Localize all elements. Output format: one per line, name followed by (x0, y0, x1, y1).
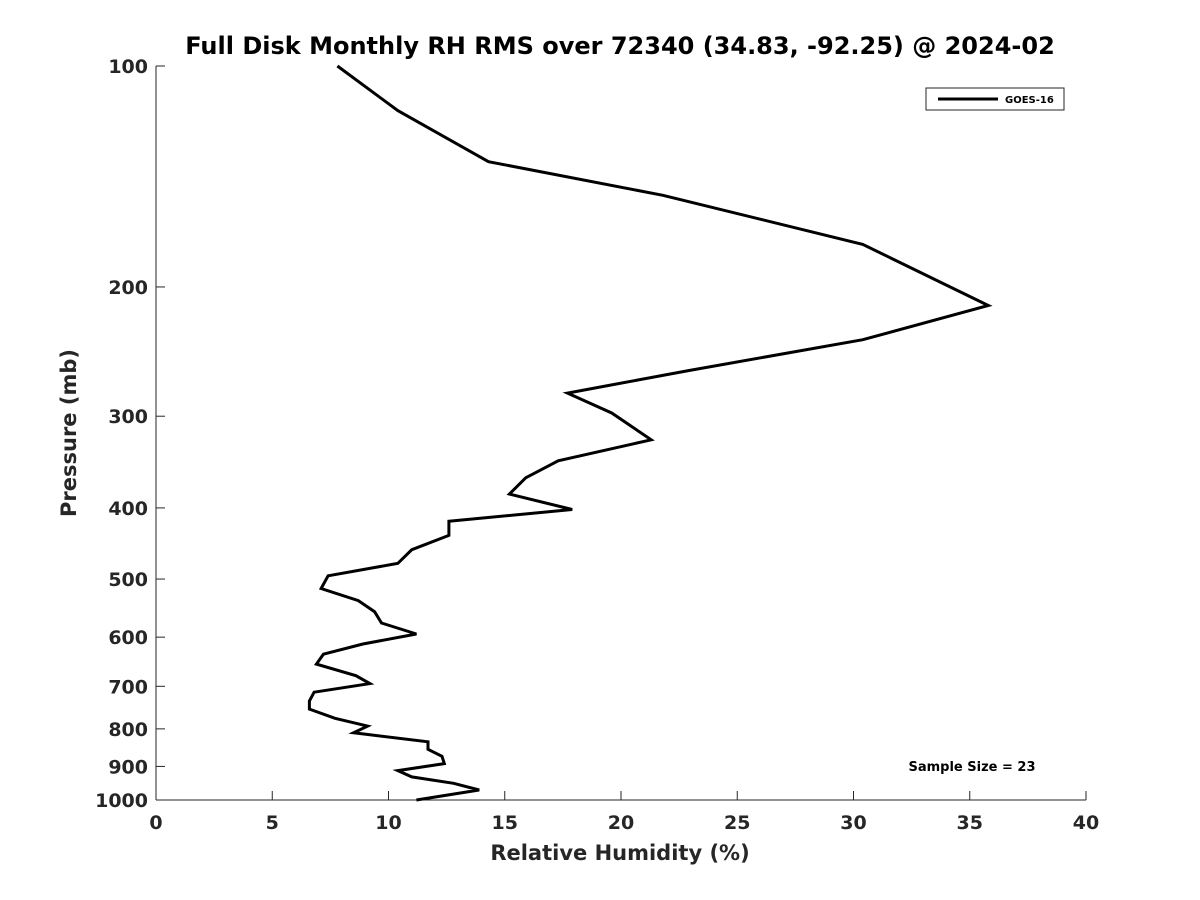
sample-size-annotation: Sample Size = 23 (908, 760, 1035, 775)
x-tick-label: 5 (266, 812, 279, 834)
y-tick-label: 100 (108, 56, 148, 78)
x-tick-label: 30 (840, 812, 866, 834)
y-tick-label: 200 (108, 277, 148, 299)
legend-entry-goes16: GOES-16 (1005, 95, 1054, 106)
x-axis-label: Relative Humidity (%) (490, 841, 749, 865)
y-tick-label: 500 (108, 569, 148, 591)
y-tick-label: 600 (108, 627, 148, 649)
y-axis-label: Pressure (mb) (57, 349, 81, 517)
y-tick-label: 400 (108, 498, 148, 520)
x-tick-label: 20 (608, 812, 634, 834)
chart-title: Full Disk Monthly RH RMS over 72340 (34.… (185, 32, 1055, 60)
y-tick-label: 1000 (95, 790, 148, 812)
x-tick-label: 0 (149, 812, 162, 834)
y-axis-ticks: 100 200 300 400 500 600 700 800 900 1000 (95, 56, 165, 812)
x-tick-label: 40 (1073, 812, 1099, 834)
y-tick-label: 700 (108, 676, 148, 698)
x-tick-label: 25 (724, 812, 750, 834)
x-axis-ticks: 0 5 10 15 20 25 30 35 40 (149, 791, 1099, 834)
legend: GOES-16 (925, 87, 1065, 111)
x-tick-label: 35 (957, 812, 983, 834)
series-line-goes16 (307, 64, 993, 802)
y-tick-label: 900 (108, 756, 148, 778)
x-tick-label: 15 (492, 812, 518, 834)
x-tick-label: 10 (375, 812, 401, 834)
y-tick-label: 800 (108, 719, 148, 741)
plot-area (155, 64, 1086, 802)
y-tick-label: 300 (108, 406, 148, 428)
